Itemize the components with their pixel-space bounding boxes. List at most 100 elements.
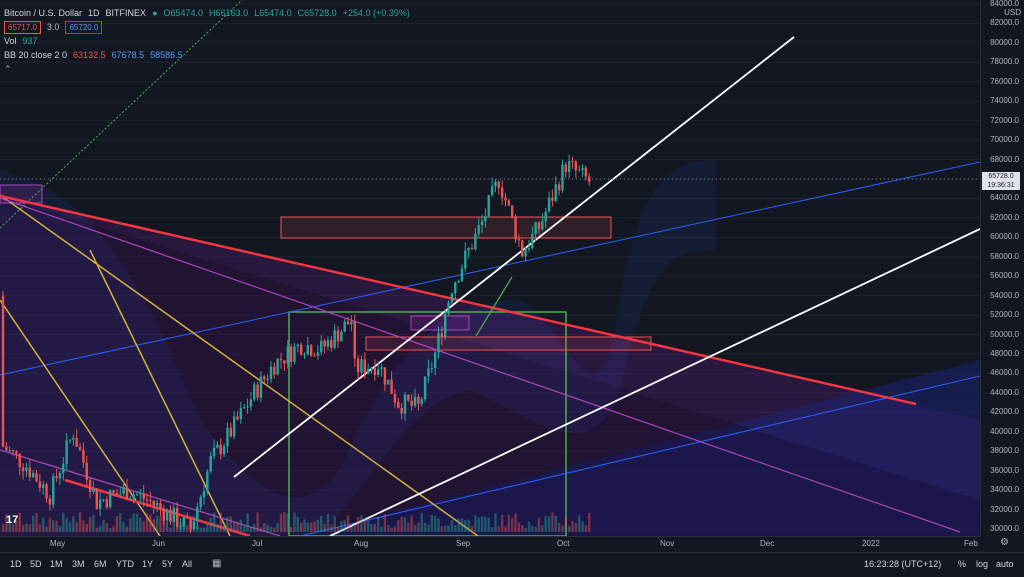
range-button-1y[interactable]: 1Y bbox=[142, 559, 154, 569]
price-tick-label: 56000.0 bbox=[990, 271, 1019, 281]
volume-bar bbox=[571, 521, 574, 532]
log-toggle[interactable]: log bbox=[976, 559, 989, 569]
settings-gear-icon[interactable]: ⚙ bbox=[1000, 537, 1009, 548]
purple-channel-area bbox=[0, 198, 980, 536]
volume-bar bbox=[564, 516, 567, 532]
volume-bar bbox=[541, 525, 544, 532]
time-axis[interactable]: May Jun Jul Aug Sep Oct Nov Dec 2022 Feb bbox=[0, 536, 980, 551]
candle-body bbox=[430, 368, 433, 370]
candle-body bbox=[514, 217, 517, 240]
volume-bar bbox=[263, 523, 266, 532]
currency-label[interactable]: USD bbox=[1004, 8, 1021, 17]
yellow-line-1 bbox=[0, 194, 479, 536]
candle-body bbox=[403, 394, 407, 414]
candle-body bbox=[534, 222, 537, 234]
last-price-badge: 65728.0 19:36:31 bbox=[982, 172, 1020, 190]
chart-legend: Bitcoin / U.S. Dollar 1D BITFINEX ● O654… bbox=[4, 6, 410, 76]
volume-bar bbox=[574, 523, 578, 532]
candle-body bbox=[507, 200, 511, 206]
candle-body bbox=[186, 517, 189, 519]
candle-body bbox=[413, 396, 417, 406]
candle-body bbox=[330, 340, 333, 348]
bb-basis: 63132.5 bbox=[73, 50, 106, 60]
price-tick-label: 44000.0 bbox=[990, 387, 1019, 397]
candle-body bbox=[373, 367, 377, 376]
price-tick-label: 54000.0 bbox=[990, 290, 1019, 300]
time-tick-label: Aug bbox=[354, 539, 369, 548]
price-tick-label: 60000.0 bbox=[990, 232, 1019, 242]
candle-body bbox=[239, 408, 243, 420]
resistance-zone-upper bbox=[280, 216, 612, 239]
candle-body bbox=[256, 384, 259, 398]
candle-body bbox=[259, 376, 263, 398]
volume-bar bbox=[42, 517, 45, 532]
candle-body bbox=[243, 407, 246, 409]
volume-label[interactable]: Vol bbox=[4, 36, 17, 46]
candle-body bbox=[588, 176, 591, 182]
candle-body bbox=[296, 344, 299, 347]
time-tick-label: Jul bbox=[252, 539, 263, 548]
range-button-1m[interactable]: 1M bbox=[50, 559, 63, 569]
candle-body bbox=[18, 453, 21, 468]
candle-body bbox=[152, 500, 155, 506]
volume-bar bbox=[246, 513, 249, 532]
chart-area[interactable]: Bitcoin / U.S. Dollar 1D BITFINEX ● O654… bbox=[0, 0, 980, 536]
calendar-icon[interactable]: ▦ bbox=[212, 558, 222, 569]
candle-body bbox=[226, 427, 229, 447]
volume-bar bbox=[176, 516, 179, 532]
range-button-all[interactable]: All bbox=[182, 559, 193, 569]
price-scale[interactable]: USD 84000.0 82000.0 80000.0 78000.0 76000.0 7… bbox=[980, 0, 1024, 536]
candle-body bbox=[440, 333, 444, 337]
candle-body bbox=[500, 187, 504, 198]
volume-bar bbox=[403, 517, 407, 532]
volume-bar bbox=[400, 516, 403, 532]
candle-body bbox=[467, 247, 470, 251]
collapse-legend-icon[interactable]: ⌃ bbox=[4, 64, 12, 74]
interval[interactable]: 1D bbox=[88, 8, 100, 18]
candle-body bbox=[326, 340, 330, 347]
range-button-ytd[interactable]: YTD bbox=[116, 559, 134, 569]
volume-bar bbox=[109, 527, 112, 532]
volume-bar bbox=[122, 522, 125, 532]
volume-bar bbox=[139, 517, 142, 532]
green-dotted-line bbox=[0, 0, 243, 229]
volume-bar bbox=[517, 522, 521, 532]
price-chart[interactable] bbox=[0, 0, 980, 536]
candle-body bbox=[45, 484, 48, 499]
volume-bar bbox=[420, 513, 423, 532]
bb-label[interactable]: BB 20 close 2 0 bbox=[4, 50, 68, 60]
candle-body bbox=[484, 216, 487, 222]
volume-bar bbox=[75, 522, 78, 532]
range-button-5d[interactable]: 5D bbox=[30, 559, 42, 569]
symbol-name[interactable]: Bitcoin / U.S. Dollar bbox=[4, 8, 83, 18]
tradingview-logo-icon[interactable]: 17 bbox=[6, 514, 19, 526]
volume-bar bbox=[82, 520, 85, 532]
volume-bar bbox=[232, 522, 236, 532]
range-button-1d[interactable]: 1D bbox=[10, 559, 22, 569]
range-button-5y[interactable]: 5Y bbox=[162, 559, 174, 569]
volume-bar bbox=[115, 515, 119, 532]
navy-wedge-area bbox=[300, 360, 980, 536]
range-button-3m[interactable]: 3M bbox=[72, 559, 85, 569]
candle-body bbox=[477, 225, 480, 234]
buy-button[interactable]: 65720.0 bbox=[65, 20, 103, 34]
auto-toggle[interactable]: auto bbox=[996, 559, 1014, 569]
candle-body bbox=[581, 167, 584, 170]
candle-body bbox=[75, 437, 78, 447]
volume-bar bbox=[31, 515, 35, 532]
clock-display[interactable]: 16:23:28 (UTC+12) bbox=[864, 559, 942, 569]
sell-button[interactable]: 65717.0 bbox=[4, 20, 41, 34]
volume-bar bbox=[561, 525, 564, 532]
volume-bar bbox=[373, 524, 377, 532]
volume-bar bbox=[390, 527, 393, 532]
candle-body bbox=[68, 439, 72, 441]
volume-bar bbox=[199, 527, 202, 532]
range-button-6m[interactable]: 6M bbox=[94, 559, 107, 569]
percent-toggle[interactable]: % bbox=[958, 559, 967, 569]
price-tick-label: 76000.0 bbox=[990, 76, 1019, 86]
volume-bar bbox=[316, 519, 320, 532]
volume-bar bbox=[209, 517, 212, 532]
volume-bar bbox=[296, 516, 299, 532]
price-tick-label: 38000.0 bbox=[990, 446, 1019, 456]
candle-body bbox=[346, 321, 350, 325]
